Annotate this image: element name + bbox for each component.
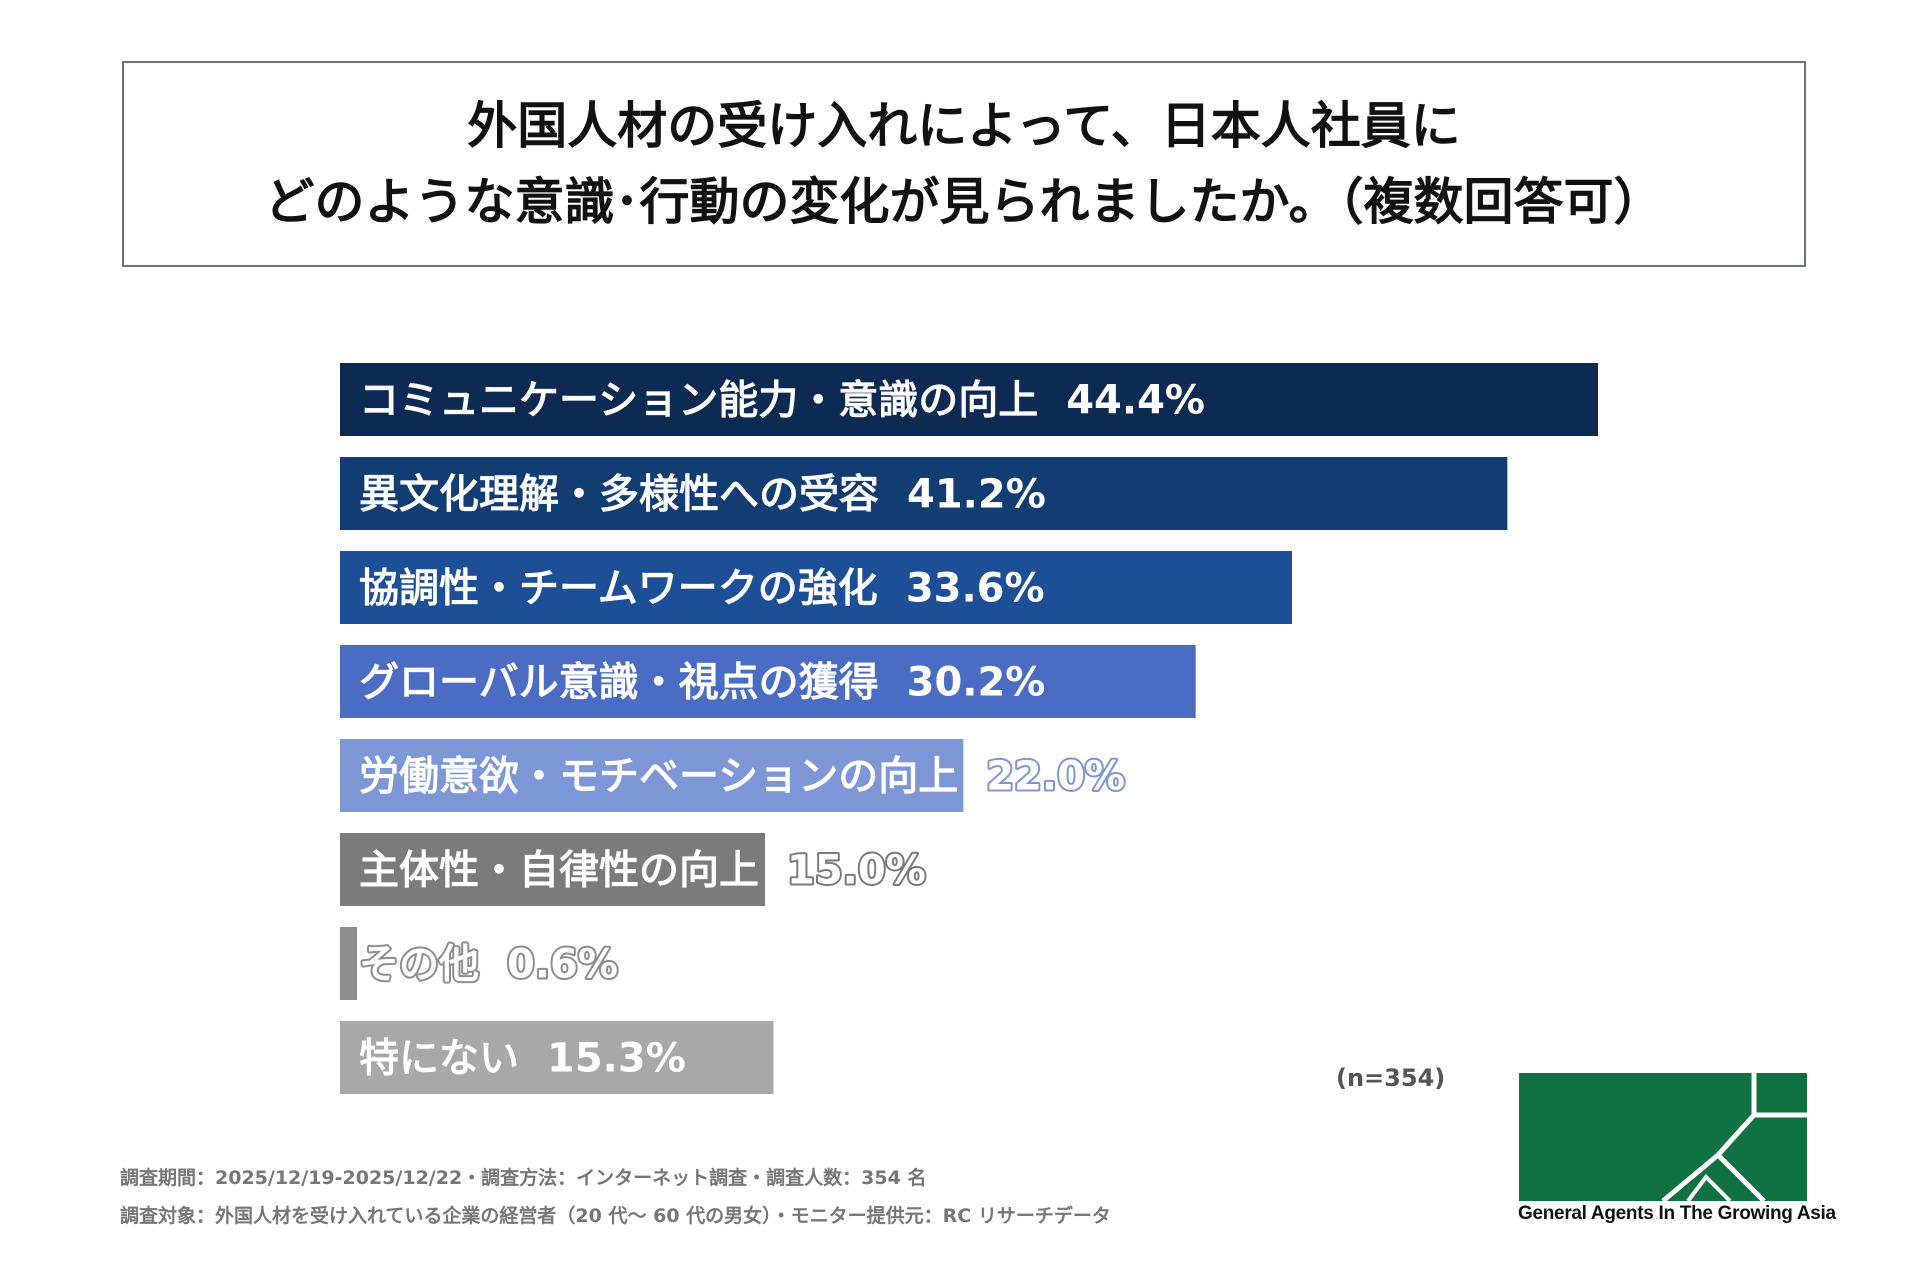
- title-line-1: 外国人材の受け入れによって、日本人社員に: [467, 97, 1461, 155]
- category-label: 特にない: [359, 1036, 519, 1082]
- logo-mark-icon: [1519, 1073, 1807, 1203]
- sample-size-label: (n=354): [1336, 1064, 1446, 1092]
- bar-3: [340, 551, 1292, 624]
- value-label: 15.3%: [547, 1036, 686, 1082]
- bar-label-5: 労働意欲・モチベーションの向上 22.0%: [359, 754, 1125, 800]
- bar-label-6: 主体性・自律性の向上 15.0%: [359, 848, 926, 894]
- bar-label-1: コミュニケーション能力・意識の向上 44.4%: [359, 378, 1205, 424]
- bar-label-3: 協調性・チームワークの強化 33.6%: [359, 566, 1045, 612]
- category-label: その他: [359, 942, 479, 988]
- category-label: 主体性・自律性の向上: [359, 848, 759, 894]
- bar-label-7: その他 0.6%: [359, 942, 618, 988]
- value-label: 44.4%: [1066, 378, 1205, 424]
- value-label: 30.2%: [907, 660, 1046, 706]
- category-label: 異文化理解・多様性への受容: [359, 472, 879, 518]
- bar-label-8: 特にない 15.3%: [359, 1036, 686, 1082]
- value-label: 33.6%: [906, 566, 1045, 612]
- category-label: グローバル意識・視点の獲得: [359, 660, 879, 706]
- category-label: コミュニケーション能力・意識の向上: [359, 378, 1038, 424]
- value-label: 22.0%: [986, 754, 1125, 800]
- value-label: 41.2%: [907, 472, 1046, 518]
- value-label: 0.6%: [507, 942, 618, 988]
- bar-6: [340, 833, 765, 906]
- bar-1: [340, 363, 1598, 436]
- bar-5: [340, 739, 964, 812]
- bar-4: [340, 645, 1196, 718]
- bar-8: [340, 1021, 774, 1094]
- bar-7: [340, 927, 357, 1000]
- category-label: 協調性・チームワークの強化: [359, 566, 878, 612]
- bar-label-2: 異文化理解・多様性への受容 41.2%: [359, 472, 1046, 518]
- title-box: 外国人材の受け入れによって、日本人社員に どのような意識･行動の変化が見られまし…: [122, 61, 1806, 267]
- bar-label-4: グローバル意識・視点の獲得 30.2%: [359, 660, 1045, 706]
- bar-2: [340, 457, 1508, 530]
- company-logo: General Agents In The Growing Asia: [1518, 1073, 1836, 1233]
- footnote-survey-target: 調査対象：外国人材を受け入れている企業の経営者（20 代～ 60 代の男女）・モ…: [120, 1205, 1111, 1227]
- category-label: 労働意欲・モチベーションの向上: [359, 754, 958, 800]
- logo-text: General Agents In The Growing Asia: [1518, 1203, 1836, 1224]
- footnote-survey-period: 調査期間：2025/12/19-2025/12/22・調査方法：インターネット調…: [120, 1167, 927, 1189]
- title-line-2: どのような意識･行動の変化が見られましたか。（複数回答可）: [264, 173, 1664, 231]
- value-label: 15.0%: [787, 848, 926, 894]
